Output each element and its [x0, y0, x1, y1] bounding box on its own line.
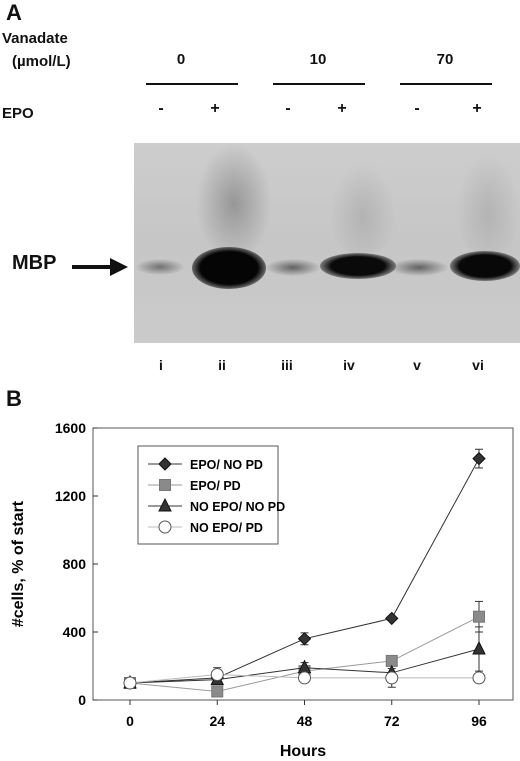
y-axis-label: #cells, % of start — [10, 500, 27, 627]
epo-sign-lane-i: - — [158, 100, 164, 117]
y-tick-label: 1200 — [55, 488, 86, 504]
y-tick-label: 1600 — [55, 420, 86, 436]
data-point — [123, 676, 137, 690]
x-tick-label: 72 — [384, 713, 400, 729]
series-3 — [123, 667, 486, 690]
data-point — [385, 611, 399, 626]
panel-b-letter: B — [6, 386, 22, 411]
legend-marker — [158, 457, 172, 471]
vanadate-concentration-70: 70 — [436, 51, 454, 68]
concentration-bar-0 — [146, 83, 238, 85]
band-lane-iv — [320, 253, 396, 279]
concentration-bar-70 — [400, 83, 492, 85]
x-tick-label: 24 — [209, 713, 225, 729]
epo-label: EPO — [2, 105, 34, 122]
band-lane-vi — [450, 251, 520, 281]
legend-label: EPO/ NO PD — [190, 458, 263, 472]
legend-label: EPO/ PD — [190, 479, 241, 493]
data-point — [473, 610, 485, 623]
data-point — [211, 685, 224, 698]
lane-label-vi: vi — [472, 357, 484, 373]
vanadate-label: Vanadate — [2, 30, 68, 47]
chart-series — [123, 448, 486, 698]
data-point — [472, 671, 486, 685]
y-tick-label: 0 — [78, 692, 86, 708]
lane-label-iii: iii — [281, 357, 293, 373]
band-lane-v — [390, 259, 448, 276]
band-lane-ii — [192, 247, 266, 289]
lane-label-ii: ii — [218, 357, 226, 373]
data-point — [298, 671, 311, 685]
western-blot-image — [134, 143, 520, 343]
lane-label-iv: iv — [343, 357, 355, 373]
lane-label-v: v — [413, 357, 421, 373]
vanadate-unit: (µmol/L) — [12, 53, 71, 70]
data-point — [385, 671, 399, 685]
epo-sign-lane-v: - — [414, 100, 420, 117]
data-point — [297, 632, 312, 646]
mbp-label: MBP — [12, 252, 57, 274]
legend-label: NO EPO/ PD — [190, 521, 263, 535]
band-lane-iii — [266, 259, 320, 276]
epo-sign-lane-iv: + — [337, 100, 347, 117]
x-tick-label: 48 — [297, 713, 313, 729]
vanadate-concentration-10: 10 — [309, 51, 327, 68]
y-tick-label: 800 — [63, 556, 87, 572]
lane-label-i: i — [159, 357, 163, 373]
y-tick-label: 400 — [63, 624, 87, 640]
legend-label: NO EPO/ NO PD — [190, 500, 285, 514]
chart-legend: EPO/ NO PD EPO/ PD NO EPO/ NO PD NO EPO/ PD — [137, 445, 285, 545]
legend-marker — [158, 497, 172, 512]
x-tick-label: 0 — [126, 713, 134, 729]
concentration-bar-10 — [273, 83, 365, 85]
x-axis-label: Hours — [280, 743, 326, 760]
data-point — [472, 640, 486, 655]
data-point — [472, 451, 486, 466]
panel-a-letter: A — [6, 0, 22, 25]
chart-axes: 0 400 800 1200 1600 0 24 48 72 96 — [55, 420, 487, 729]
legend-marker — [158, 520, 172, 534]
epo-sign-lane-ii: + — [210, 100, 220, 117]
epo-sign-lane-vi: + — [472, 100, 482, 117]
legend-marker — [159, 479, 171, 491]
vanadate-concentration-0: 0 — [176, 51, 186, 68]
epo-sign-lane-iii: - — [285, 100, 291, 117]
x-tick-label: 96 — [471, 713, 487, 729]
band-lane-i — [136, 259, 184, 275]
right-arrow-icon — [72, 258, 128, 276]
data-point — [210, 668, 224, 681]
